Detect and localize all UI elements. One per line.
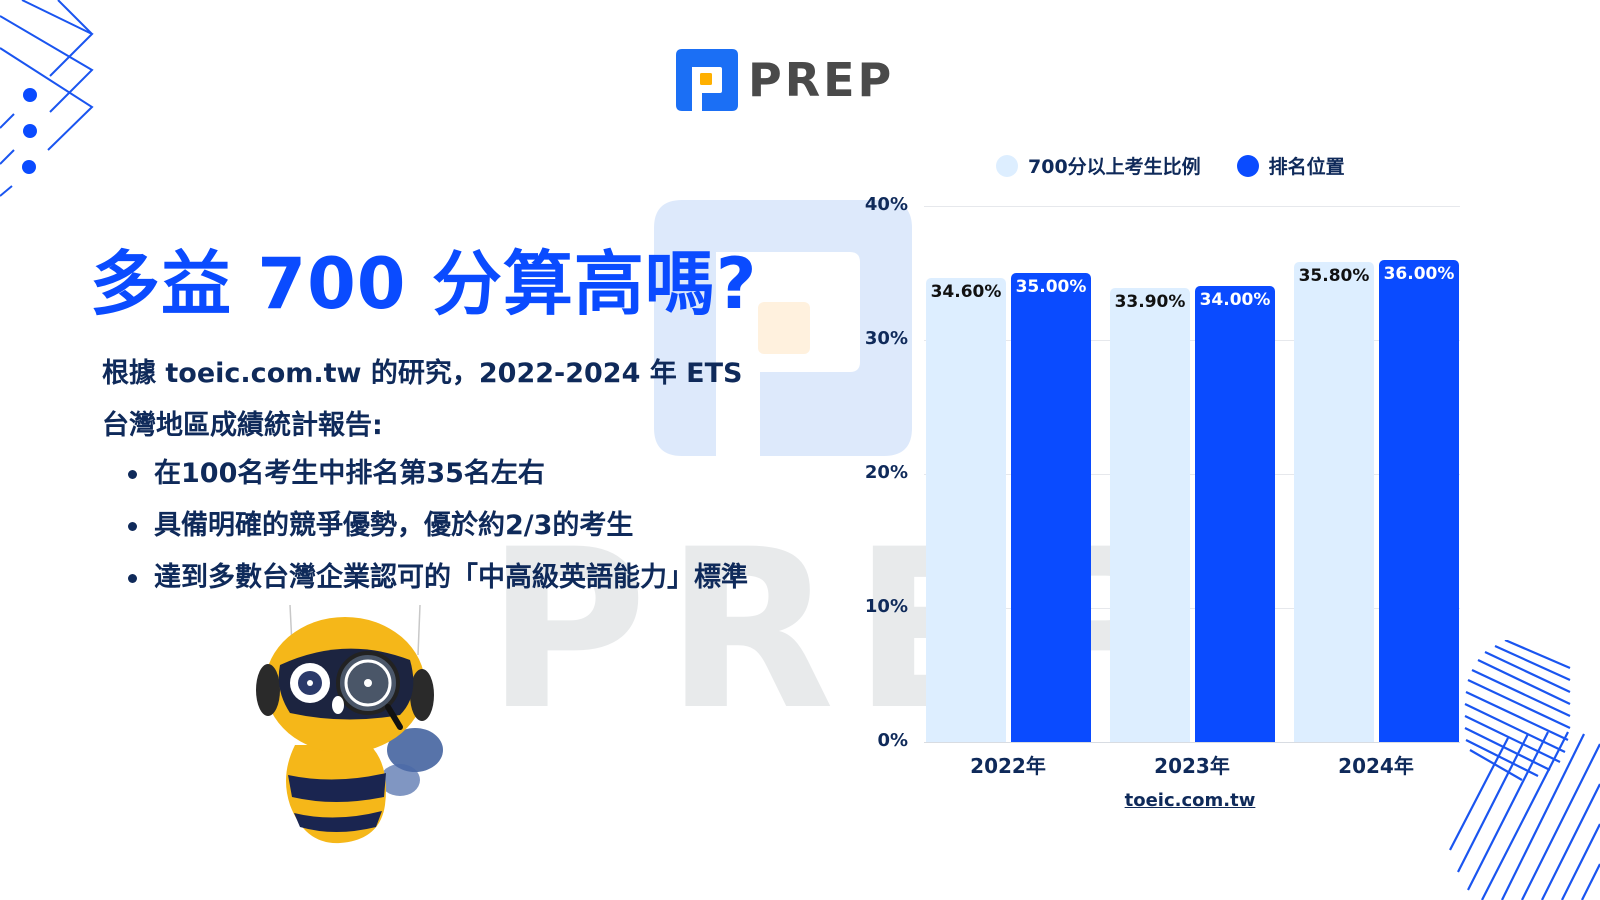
y-tick-label: 30%	[864, 328, 908, 349]
bar-score-ratio-2023年: 33.90%	[1110, 287, 1190, 742]
chart-legend: 700分以上考生比例 排名位置	[996, 152, 1371, 179]
logo-text: PREP	[748, 53, 895, 107]
bar-value-label: 35.80%	[1298, 266, 1370, 287]
bar-rank-2022年: 35.00%	[1011, 273, 1091, 742]
y-tick-label: 20%	[864, 462, 908, 483]
dot-icon	[23, 88, 37, 102]
dot-icon	[23, 124, 37, 138]
page-title: 多益 700 分算高嗎?	[90, 243, 758, 325]
bar-chart: 40% 30% 20% 10% 0% 34.60% 35.00% 33.90% 34.…	[850, 190, 1470, 830]
list-item: 在100名考生中排名第35名左右	[126, 448, 786, 500]
key-points-list: 在100名考生中排名第35名左右 具備明確的競爭優勢，優於約2/3的考生 達到多…	[126, 448, 786, 604]
y-tick-label: 10%	[864, 596, 908, 617]
x-axis-line	[924, 742, 1460, 743]
bullet-icon	[128, 522, 137, 531]
prep-logo: PREP	[676, 48, 894, 112]
dot-icon	[22, 160, 36, 174]
legend-item-score-ratio: 700分以上考生比例	[996, 152, 1201, 179]
x-tick-label: 2024年	[1338, 754, 1414, 778]
corner-lines-decoration	[0, 0, 94, 197]
gridline	[924, 474, 1460, 475]
bee-mascot-icon	[256, 605, 443, 844]
x-tick-label: 2022年	[970, 754, 1046, 778]
legend-swatch-blue-icon	[1236, 154, 1259, 177]
x-tick-label: 2023年	[1154, 754, 1230, 778]
bar-rank-2023年: 34.00%	[1195, 286, 1275, 742]
intro-paragraph: 根據 toeic.com.tw 的研究，2022-2024 年 ETS 台灣地區…	[102, 348, 822, 452]
list-item: 達到多數台灣企業認可的「中高級英語能力」標準	[126, 552, 766, 604]
bar-value-label: 35.00%	[1015, 277, 1087, 297]
source-link[interactable]: toeic.com.tw	[1124, 790, 1256, 811]
list-item: 具備明確的競爭優勢，優於約2/3的考生	[126, 500, 786, 552]
bullet-icon	[128, 574, 137, 583]
gridline	[924, 206, 1460, 207]
prep-logo-icon	[676, 49, 738, 111]
bar-value-label: 36.00%	[1383, 263, 1455, 284]
bullet-icon	[128, 470, 137, 479]
y-tick-label: 0%	[877, 730, 908, 751]
bar-score-ratio-2022年: 34.60%	[926, 278, 1006, 742]
bar-value-label: 34.00%	[1199, 290, 1271, 311]
bar-rank-2024年: 36.00%	[1379, 259, 1459, 742]
intro-line-2: 台灣地區成績統計報告:	[102, 410, 383, 441]
legend-item-rank: 排名位置	[1236, 152, 1345, 179]
bar-value-label: 34.60%	[930, 282, 1002, 303]
stripes-decoration	[1449, 640, 1600, 900]
intro-line-1: 根據 toeic.com.tw 的研究，2022-2024 年 ETS	[102, 358, 743, 389]
legend-swatch-light-icon	[996, 154, 1018, 177]
bar-value-label: 33.90%	[1114, 291, 1186, 312]
watermark-p-logo	[654, 200, 912, 456]
gridline	[924, 340, 1460, 341]
gridline	[924, 608, 1460, 609]
y-tick-label: 40%	[864, 194, 908, 215]
bar-score-ratio-2024年: 35.80%	[1294, 262, 1374, 742]
